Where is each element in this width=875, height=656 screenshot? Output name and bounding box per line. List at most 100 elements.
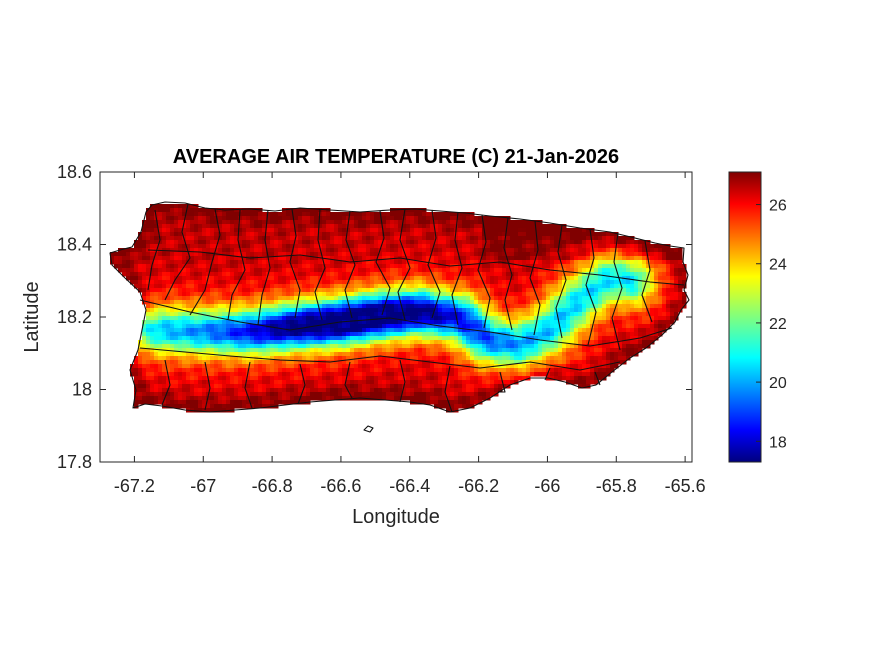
heat-cell — [470, 308, 475, 313]
heat-cell — [642, 268, 647, 273]
heat-cell — [446, 324, 451, 329]
heat-cell — [558, 300, 563, 305]
heat-cell — [230, 356, 235, 361]
heat-cell — [358, 328, 363, 333]
heat-cell — [402, 340, 407, 345]
heat-cell — [254, 344, 259, 349]
heat-cell — [586, 240, 591, 245]
heat-cell — [182, 284, 187, 289]
heat-cell — [334, 296, 339, 301]
heat-cell — [358, 212, 363, 217]
heat-cell — [158, 268, 163, 273]
heat-cell — [342, 344, 347, 349]
heat-cell — [582, 296, 587, 301]
heat-cell — [630, 340, 635, 345]
heat-cell — [606, 240, 611, 245]
heat-cell — [550, 244, 555, 249]
heat-cell — [158, 336, 163, 341]
heat-cell — [230, 352, 235, 357]
heat-cell — [674, 304, 679, 309]
heat-cell — [386, 232, 391, 237]
heat-cell — [214, 292, 219, 297]
heat-cell — [450, 316, 455, 321]
heat-cell — [246, 332, 251, 337]
heat-cell — [354, 224, 359, 229]
heat-cell — [478, 244, 483, 249]
heat-cell — [330, 260, 335, 265]
heat-cell — [266, 220, 271, 225]
heat-cell — [322, 356, 327, 361]
heat-cell — [430, 240, 435, 245]
heat-cell — [350, 356, 355, 361]
heat-cell — [482, 272, 487, 277]
heat-cell — [530, 340, 535, 345]
heat-cell — [186, 360, 191, 365]
heat-cell — [654, 276, 659, 281]
heat-cell — [250, 296, 255, 301]
heat-cell — [334, 312, 339, 317]
heat-cell — [298, 212, 303, 217]
heat-cell — [518, 276, 523, 281]
heat-cell — [390, 360, 395, 365]
heat-cell — [354, 220, 359, 225]
heat-cell — [386, 348, 391, 353]
heat-cell — [250, 288, 255, 293]
heat-cell — [154, 228, 159, 233]
heat-cell — [534, 352, 539, 357]
heat-cell — [266, 288, 271, 293]
heat-cell — [414, 236, 419, 241]
heat-cell — [682, 272, 687, 277]
heat-cell — [178, 224, 183, 229]
heat-cell — [230, 228, 235, 233]
heat-cell — [146, 304, 151, 309]
heat-cell — [198, 340, 203, 345]
heat-cell — [466, 288, 471, 293]
heat-cell — [370, 268, 375, 273]
heat-cell — [506, 328, 511, 333]
heat-cell — [546, 296, 551, 301]
heat-cell — [678, 296, 683, 301]
heat-cell — [634, 244, 639, 249]
heat-cell — [498, 224, 503, 229]
heat-cell — [658, 248, 663, 253]
heat-cell — [546, 304, 551, 309]
heat-cell — [506, 344, 511, 349]
heat-cell — [226, 220, 231, 225]
heat-cell — [410, 248, 415, 253]
heat-cell — [430, 244, 435, 249]
heat-cell — [190, 220, 195, 225]
heat-cell — [490, 228, 495, 233]
heat-cell — [426, 212, 431, 217]
heat-cell — [350, 340, 355, 345]
heat-cell — [158, 204, 163, 209]
heat-cell — [314, 208, 319, 213]
heat-cell — [154, 260, 159, 265]
heat-cell — [406, 280, 411, 285]
heat-cell — [670, 272, 675, 277]
heat-cell — [570, 228, 575, 233]
heat-cell — [282, 288, 287, 293]
heat-cell — [410, 284, 415, 289]
heat-cell — [326, 284, 331, 289]
heat-cell — [170, 220, 175, 225]
heat-cell — [442, 268, 447, 273]
heat-cell — [678, 248, 683, 253]
heat-cell — [606, 280, 611, 285]
heat-cell — [486, 244, 491, 249]
heat-cell — [606, 348, 611, 353]
heat-cell — [450, 244, 455, 249]
heat-cell — [170, 328, 175, 333]
heat-cell — [650, 296, 655, 301]
heat-cell — [282, 280, 287, 285]
heat-cell — [590, 232, 595, 237]
heat-cell — [422, 336, 427, 341]
heat-cell — [150, 288, 155, 293]
heat-cell — [314, 244, 319, 249]
heat-cell — [210, 264, 215, 269]
heat-cell — [326, 356, 331, 361]
heat-cell — [614, 248, 619, 253]
heat-cell — [370, 280, 375, 285]
heat-cell — [434, 216, 439, 221]
heat-cell — [366, 296, 371, 301]
